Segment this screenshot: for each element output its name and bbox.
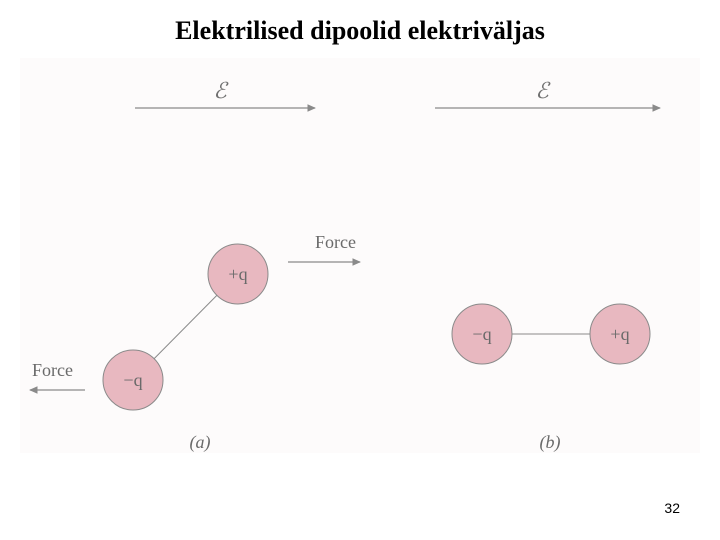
force-neg-label: Force [32,360,73,380]
caption-a: (a) [190,432,211,453]
field-label-b: ℰ [535,78,551,103]
charge-b-neg-label: −q [472,324,491,344]
diagram-svg: ℰ ℰ +q −q Force Force (a) −q +q (b) [20,58,700,453]
charge-b-pos-label: +q [610,324,629,344]
charge-a-neg-label: −q [123,370,142,390]
diagram-panel: ℰ ℰ +q −q Force Force (a) −q +q (b) [20,58,700,453]
page-number: 32 [664,500,680,516]
force-pos-label: Force [315,232,356,252]
caption-b: (b) [540,432,561,453]
title-text: Elektrilised dipoolid elektriväljas [175,16,545,45]
field-label-a: ℰ [213,78,229,103]
charge-a-pos-label: +q [228,264,247,284]
page-title: Elektrilised dipoolid elektriväljas [0,16,720,46]
